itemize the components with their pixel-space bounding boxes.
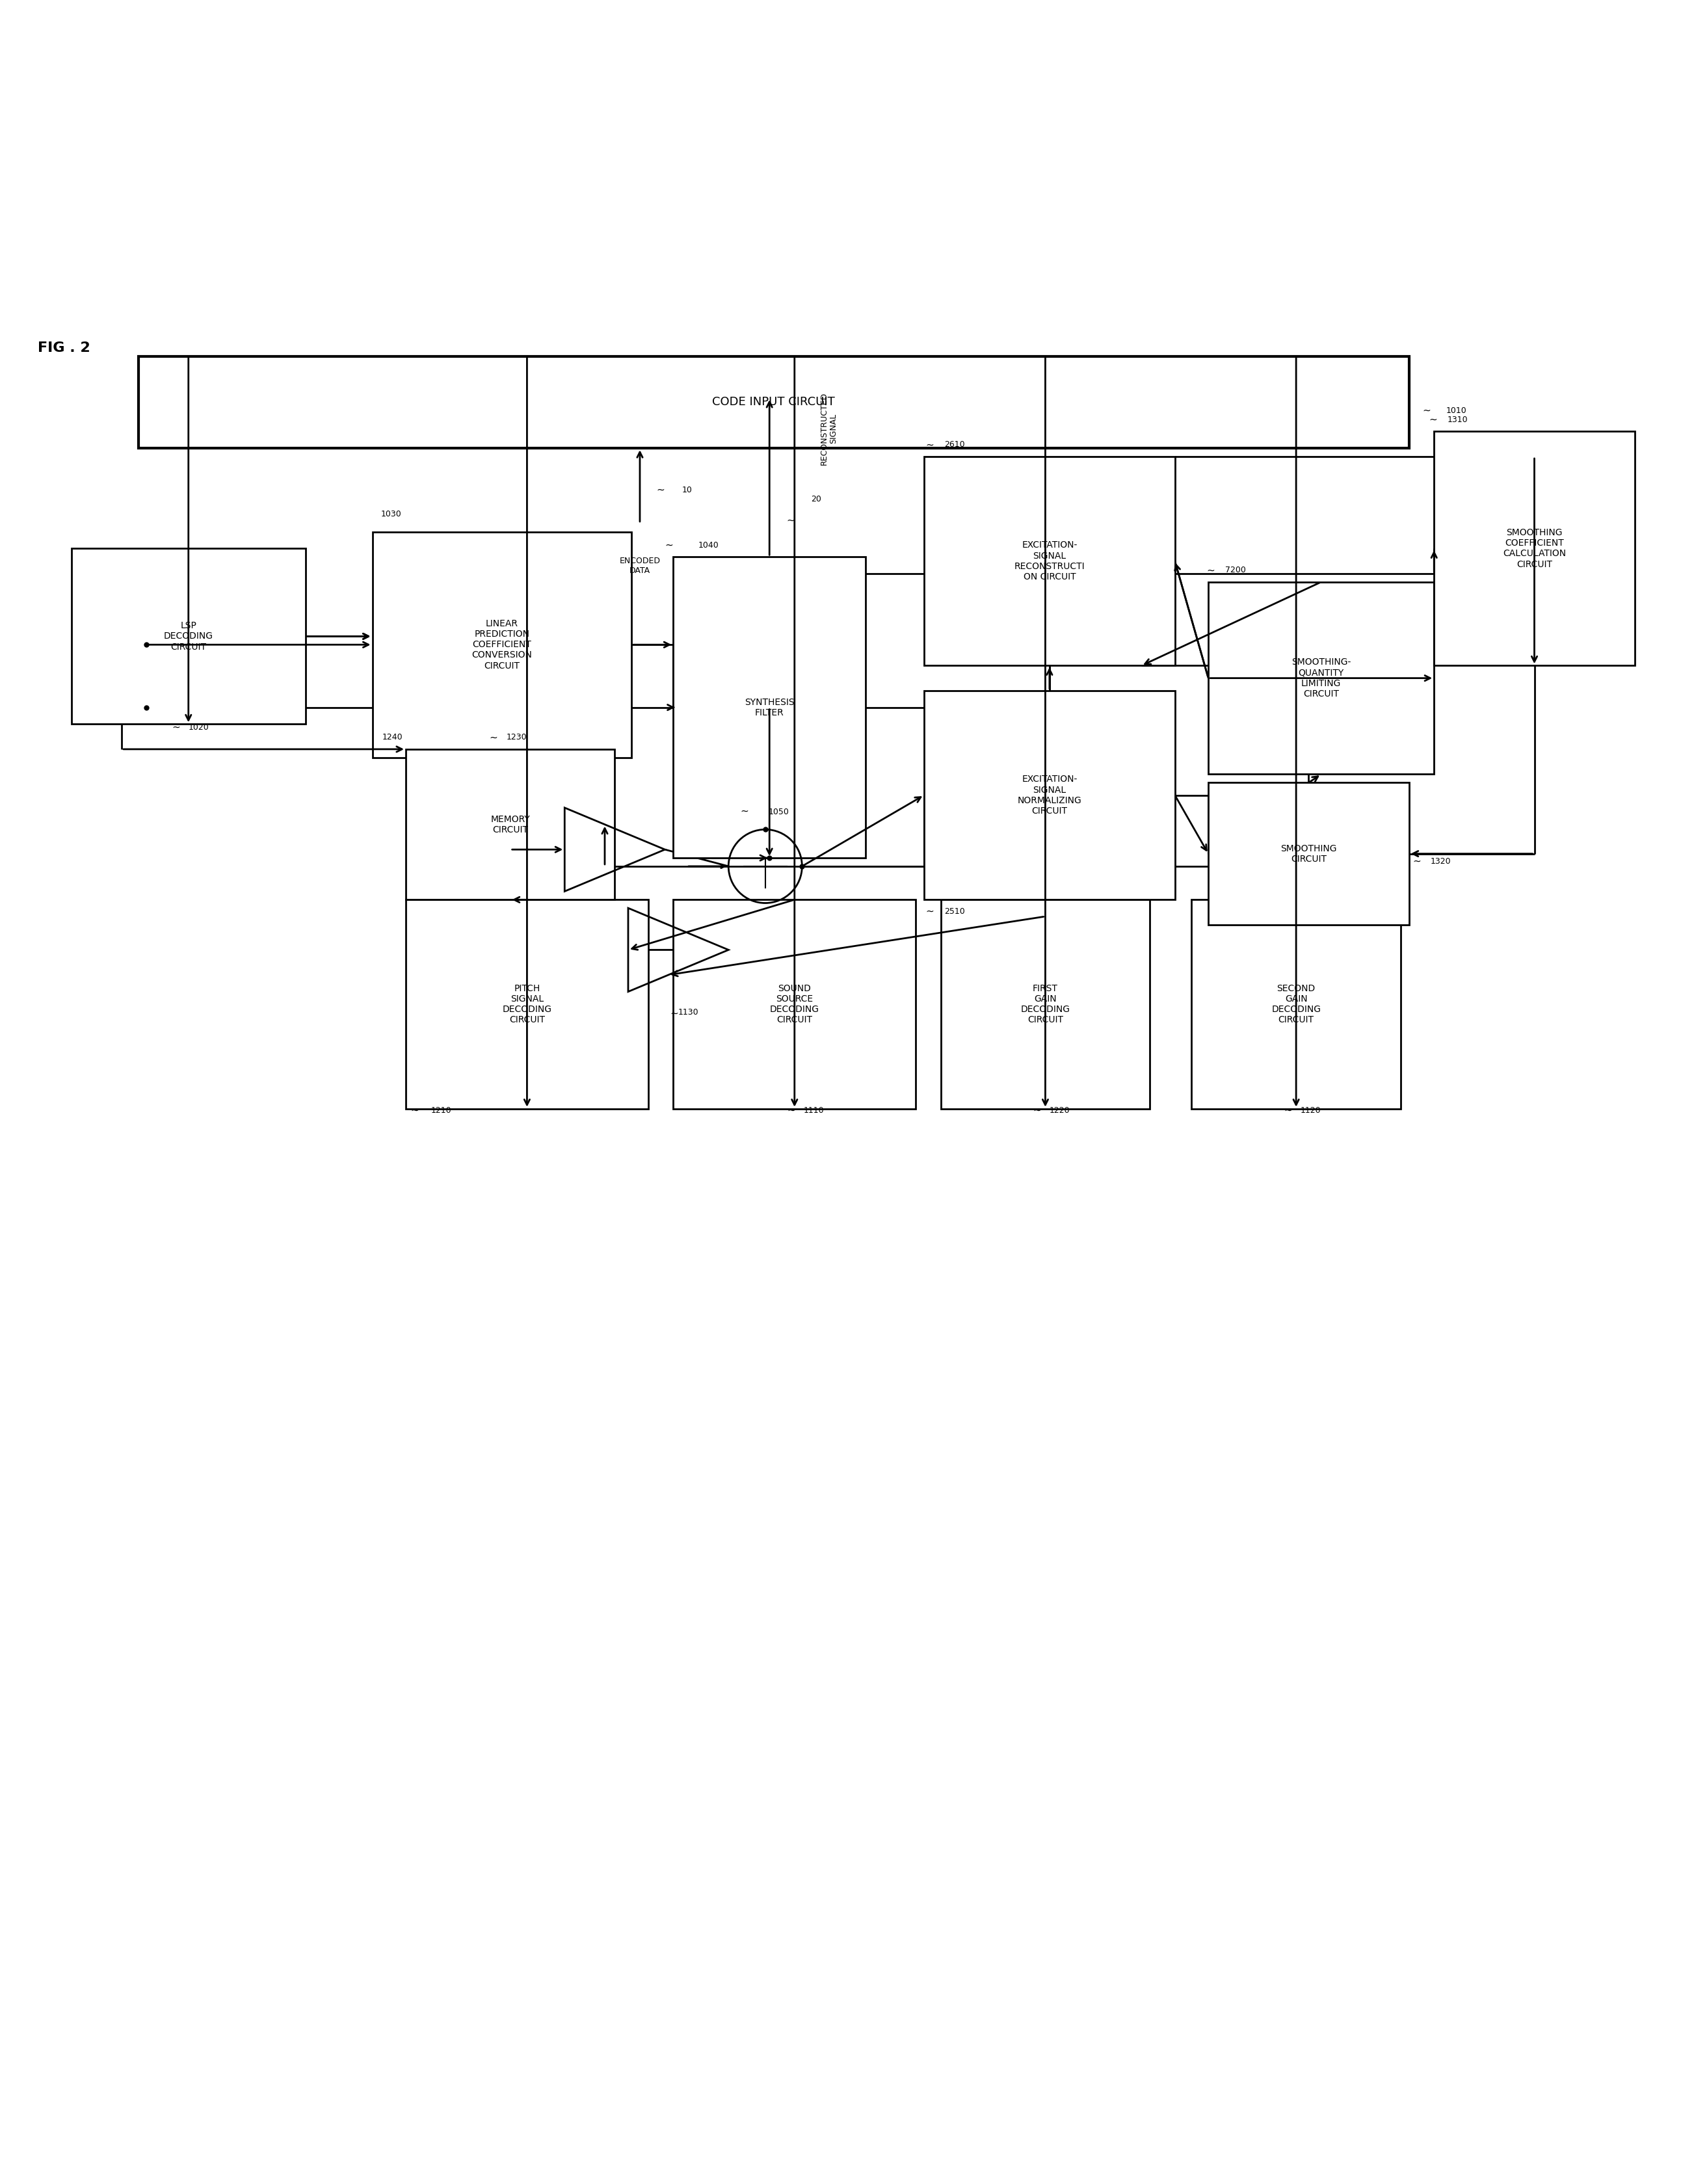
Text: 1020: 1020 bbox=[188, 723, 208, 732]
Text: ~: ~ bbox=[1422, 406, 1431, 415]
Text: ~: ~ bbox=[1429, 415, 1437, 424]
Text: ~: ~ bbox=[787, 1105, 795, 1116]
Text: SOUND
SOURCE
DECODING
CIRCUIT: SOUND SOURCE DECODING CIRCUIT bbox=[770, 983, 819, 1024]
Bar bbox=[405, 900, 649, 1109]
Text: SMOOTHING
CIRCUIT: SMOOTHING CIRCUIT bbox=[1281, 843, 1336, 863]
Text: EXCITATION-
SIGNAL
NORMALIZING
CIRCUIT: EXCITATION- SIGNAL NORMALIZING CIRCUIT bbox=[1017, 775, 1081, 815]
Text: 7200: 7200 bbox=[1225, 566, 1246, 574]
Text: LINEAR
PREDICTION
COEFFICIENT
CONVERSION
CIRCUIT: LINEAR PREDICTION COEFFICIENT CONVERSION… bbox=[472, 618, 533, 670]
Bar bbox=[674, 557, 866, 858]
Bar bbox=[71, 548, 306, 725]
Text: ~: ~ bbox=[740, 806, 748, 817]
Text: SMOOTHING
COEFFICIENT
CALCULATION
CIRCUIT: SMOOTHING COEFFICIENT CALCULATION CIRCUI… bbox=[1503, 529, 1567, 568]
Bar bbox=[1434, 432, 1634, 666]
Text: ~: ~ bbox=[1412, 856, 1420, 867]
Text: SYNTHESIS
FILTER: SYNTHESIS FILTER bbox=[745, 697, 795, 716]
Text: 1320: 1320 bbox=[1431, 856, 1451, 865]
Text: RECONSTRUCTED
SIGNAL: RECONSTRUCTED SIGNAL bbox=[820, 391, 837, 465]
Text: 1130: 1130 bbox=[679, 1009, 699, 1018]
Text: 1030: 1030 bbox=[380, 511, 402, 518]
Text: ~: ~ bbox=[171, 723, 180, 732]
Text: 1210: 1210 bbox=[430, 1105, 452, 1114]
Bar bbox=[373, 533, 632, 758]
Text: ~: ~ bbox=[926, 906, 935, 917]
Text: ~: ~ bbox=[787, 515, 795, 524]
Text: SECOND
GAIN
DECODING
CIRCUIT: SECOND GAIN DECODING CIRCUIT bbox=[1271, 983, 1321, 1024]
Text: 20: 20 bbox=[812, 496, 822, 502]
Text: 1240: 1240 bbox=[382, 734, 402, 743]
Text: 10: 10 bbox=[682, 485, 693, 494]
Text: 1010: 1010 bbox=[1446, 406, 1466, 415]
Bar bbox=[1192, 900, 1400, 1109]
Text: ~: ~ bbox=[1284, 1105, 1293, 1116]
Text: PITCH
SIGNAL
DECODING
CIRCUIT: PITCH SIGNAL DECODING CIRCUIT bbox=[503, 983, 551, 1024]
Text: FIG . 2: FIG . 2 bbox=[39, 341, 91, 354]
Text: ~: ~ bbox=[410, 1105, 419, 1116]
Text: 1040: 1040 bbox=[698, 542, 719, 550]
Text: ~: ~ bbox=[1207, 566, 1215, 574]
Bar bbox=[138, 356, 1409, 448]
Text: SMOOTHING-
QUANTITY
LIMITING
CIRCUIT: SMOOTHING- QUANTITY LIMITING CIRCUIT bbox=[1291, 657, 1352, 699]
Bar bbox=[925, 690, 1175, 900]
Text: MEMORY
CIRCUIT: MEMORY CIRCUIT bbox=[491, 815, 530, 834]
Text: ~: ~ bbox=[926, 439, 935, 450]
Text: CODE INPUT CIRCUIT: CODE INPUT CIRCUIT bbox=[713, 395, 835, 408]
Bar bbox=[1209, 581, 1434, 775]
Text: EXCITATION-
SIGNAL
RECONSTRUCTI
ON CIRCUIT: EXCITATION- SIGNAL RECONSTRUCTI ON CIRCU… bbox=[1014, 542, 1084, 581]
Text: 1110: 1110 bbox=[804, 1105, 824, 1114]
Text: ENCODED
DATA: ENCODED DATA bbox=[619, 557, 661, 574]
Text: 1050: 1050 bbox=[768, 808, 790, 817]
Text: FIRST
GAIN
DECODING
CIRCUIT: FIRST GAIN DECODING CIRCUIT bbox=[1020, 983, 1071, 1024]
Bar bbox=[1209, 782, 1409, 924]
Text: 1220: 1220 bbox=[1049, 1105, 1071, 1114]
Text: 2510: 2510 bbox=[945, 906, 965, 915]
Text: 1120: 1120 bbox=[1301, 1105, 1321, 1114]
Text: 1310: 1310 bbox=[1447, 415, 1468, 424]
Bar bbox=[674, 900, 916, 1109]
Text: ~: ~ bbox=[666, 539, 674, 550]
Text: ~: ~ bbox=[671, 1009, 679, 1018]
Bar bbox=[405, 749, 615, 900]
Text: ~: ~ bbox=[657, 485, 666, 496]
Text: LSP
DECODING
CIRCUIT: LSP DECODING CIRCUIT bbox=[163, 620, 213, 651]
Bar bbox=[941, 900, 1150, 1109]
Text: ~: ~ bbox=[489, 732, 498, 743]
Text: ~: ~ bbox=[1032, 1105, 1041, 1116]
Text: 1230: 1230 bbox=[506, 734, 526, 743]
Text: 2610: 2610 bbox=[945, 441, 965, 450]
Bar bbox=[925, 456, 1175, 666]
